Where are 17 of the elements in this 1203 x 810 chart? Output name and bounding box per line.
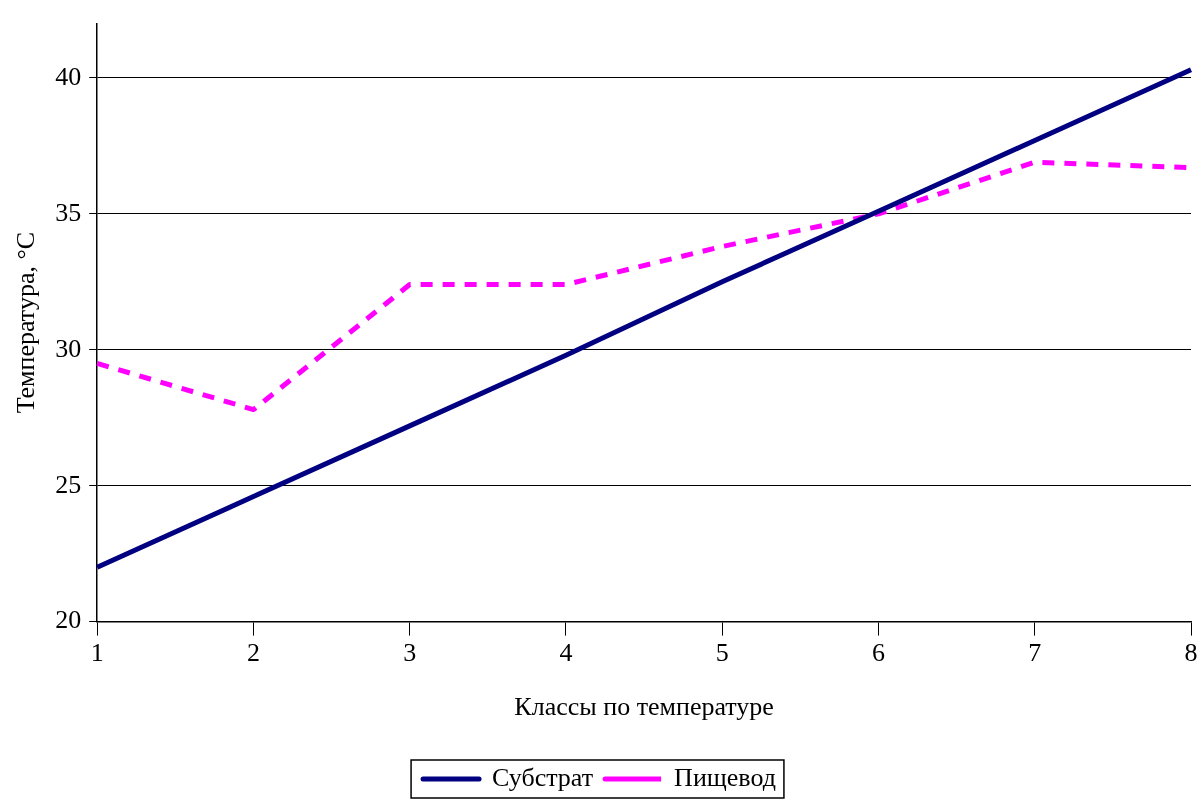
x-tick-label: 6 (871, 638, 885, 668)
y-tick-label: 40 (55, 61, 82, 91)
x-tick-label: 2 (246, 638, 260, 668)
y-tick-label: 35 (55, 197, 82, 227)
x-tick-label: 8 (1184, 638, 1198, 668)
x-tick-label: 3 (403, 638, 417, 668)
legend-label: Субстрат (492, 762, 594, 792)
x-tick-label: 7 (1028, 638, 1042, 668)
y-axis-title: Температура, °C (11, 231, 41, 414)
y-tick-label: 30 (55, 333, 82, 363)
x-tick-label: 4 (559, 638, 573, 668)
x-tick-label: 5 (715, 638, 729, 668)
legend-label: Пищевод (674, 762, 776, 792)
y-tick-label: 20 (55, 605, 82, 635)
x-tick-label: 1 (90, 638, 104, 668)
x-axis-title: Классы по температуре (514, 692, 774, 722)
y-tick-label: 25 (55, 469, 82, 499)
